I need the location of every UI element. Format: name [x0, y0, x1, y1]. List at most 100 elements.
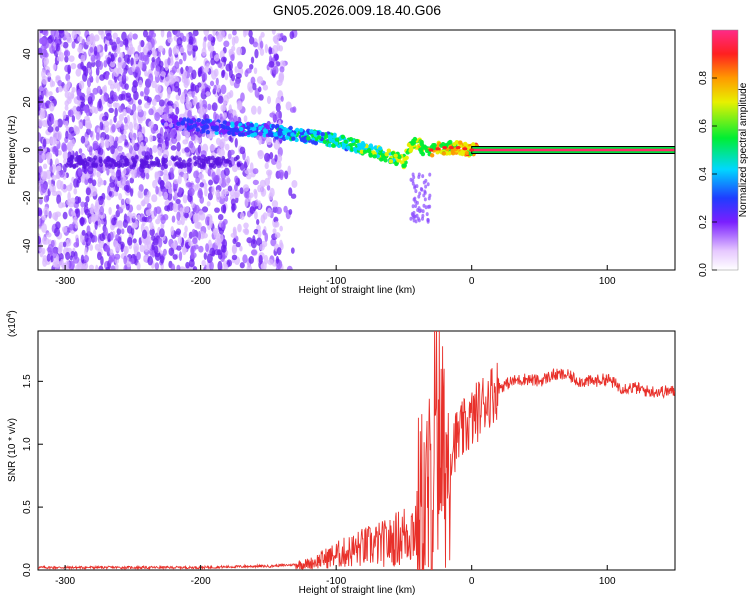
heatmap-tail-cell — [428, 204, 432, 209]
heatmap-noise-cell — [177, 88, 182, 96]
heatmap-noise-cell — [220, 56, 227, 63]
heatmap-band-cell — [226, 158, 231, 164]
heatmap-tail-cell — [415, 200, 419, 205]
heatmap-noise-cell — [246, 264, 253, 270]
heatmap-noise-cell — [51, 174, 57, 181]
heatmap-ridge-cell — [189, 124, 194, 130]
heatmap-noise-cell — [256, 219, 260, 225]
heatmap-noise-cell — [74, 208, 79, 214]
heatmap-noise-cell — [63, 50, 71, 57]
heatmap-noise-cell — [176, 132, 181, 142]
heatmap-ridge-cell — [378, 146, 383, 151]
heatmap-noise-cell — [279, 239, 283, 249]
heatmap-noise-cell — [264, 162, 269, 170]
heatmap-ridge-cell — [406, 142, 412, 148]
heatmap-noise-cell — [144, 102, 150, 109]
heatmap-noise-cell — [197, 144, 201, 154]
heatmap-band-cell — [163, 164, 168, 169]
heatmap-noise-cell — [67, 191, 71, 201]
heatmap-noise-cell — [126, 57, 131, 65]
heatmap-noise-cell — [98, 30, 104, 36]
heatmap-noise-cell — [230, 198, 236, 206]
heatmap-noise-cell — [136, 251, 141, 261]
heatmap-noise-cell — [223, 167, 230, 177]
heatmap-noise-cell — [245, 173, 252, 180]
heatmap-noise-cell — [240, 92, 245, 102]
heatmap-noise-cell — [210, 70, 217, 80]
heatmap-noise-cell — [50, 239, 55, 248]
heatmap-ridge-cell — [258, 125, 263, 131]
heatmap-peak-cell — [462, 147, 468, 151]
heatmap-noise-cell — [69, 182, 73, 190]
heatmap-noise-cell — [205, 91, 211, 97]
heatmap-noise-cell — [243, 161, 248, 171]
heatmap-band-cell — [129, 164, 134, 170]
heatmap-ridge-cell — [263, 129, 269, 134]
heatmap-ridge-cell — [258, 131, 263, 137]
heatmap-noise-cell — [91, 179, 97, 187]
heatmap-tail-cell — [422, 193, 426, 198]
heatmap-ridge-cell — [397, 154, 402, 160]
heatmap-noise-cell — [65, 130, 69, 139]
heatmap-noise-cell — [159, 228, 165, 238]
heatmap-noise-cell — [84, 246, 88, 257]
heatmap-noise-cell — [57, 79, 63, 87]
heatmap-noise-cell — [116, 227, 122, 235]
heatmap-noise-cell — [40, 171, 47, 180]
top-x-tick-label: 0 — [469, 276, 475, 287]
heatmap-noise-cell — [103, 60, 108, 68]
heatmap-noise-cell — [245, 68, 252, 74]
heatmap-noise-cell — [47, 72, 52, 78]
heatmap-noise-cell — [64, 120, 69, 128]
heatmap-noise-cell — [136, 214, 141, 221]
heatmap-noise-cell — [160, 71, 166, 77]
heatmap-noise-cell — [164, 136, 169, 147]
heatmap-noise-cell — [56, 56, 62, 62]
heatmap-noise-cell — [215, 77, 219, 86]
heatmap-noise-cell — [124, 139, 128, 146]
heatmap-noise-cell — [70, 62, 77, 70]
heatmap-noise-cell — [65, 239, 69, 248]
heatmap-noise-cell — [111, 171, 116, 180]
heatmap-noise-cell — [117, 59, 123, 70]
heatmap-ridge-cell — [361, 142, 366, 148]
heatmap-noise-cell — [171, 215, 176, 223]
heatmap-noise-cell — [268, 61, 275, 68]
heatmap-noise-cell — [220, 104, 226, 112]
heatmap-noise-cell — [207, 34, 214, 42]
heatmap-noise-cell — [198, 245, 204, 253]
heatmap-noise-cell — [181, 91, 185, 100]
heatmap-noise-cell — [271, 30, 276, 35]
heatmap-band-cell — [170, 155, 175, 161]
heatmap-noise-cell — [199, 195, 205, 204]
heatmap-noise-cell — [203, 30, 210, 36]
heatmap-noise-cell — [66, 199, 72, 206]
bottom-y-tick-label: 0.0 — [22, 563, 33, 577]
heatmap-band-cell — [133, 159, 138, 165]
heatmap-noise-cell — [208, 179, 214, 186]
heatmap-noise-cell — [272, 115, 278, 122]
heatmap-noise-cell — [144, 55, 150, 65]
heatmap-noise-cell — [81, 229, 86, 236]
heatmap-noise-cell — [237, 61, 243, 70]
heatmap-noise-cell — [174, 30, 181, 38]
heatmap-noise-cell — [46, 232, 52, 238]
heatmap-noise-cell — [103, 120, 110, 128]
heatmap-ridge-cell — [176, 121, 181, 126]
heatmap-noise-cell — [192, 213, 199, 224]
heatmap-ridge-cell — [356, 146, 362, 151]
heatmap-noise-cell — [267, 259, 274, 266]
heatmap-noise-cell — [230, 53, 235, 62]
heatmap-noise-cell — [173, 178, 179, 185]
heatmap-noise-cell — [149, 228, 155, 237]
heatmap-noise-cell — [168, 159, 173, 167]
heatmap-noise-cell — [252, 168, 259, 175]
heatmap-noise-cell — [47, 126, 54, 133]
heatmap-noise-cell — [69, 260, 75, 270]
heatmap-noise-cell — [151, 80, 157, 89]
heatmap-noise-cell — [49, 165, 53, 173]
heatmap-noise-cell — [117, 56, 122, 63]
y-scale-prefix: (x10 — [7, 317, 18, 337]
heatmap-noise-cell — [290, 247, 295, 254]
heatmap-noise-cell — [152, 52, 158, 59]
